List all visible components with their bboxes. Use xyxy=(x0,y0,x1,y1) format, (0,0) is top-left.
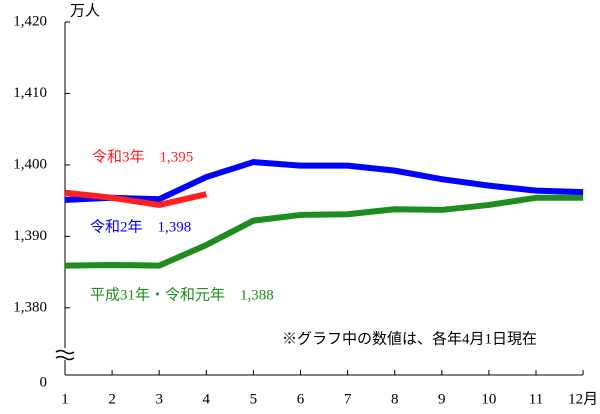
x-tick-label: 11 xyxy=(529,391,543,407)
x-tick-label: 9 xyxy=(438,391,446,407)
annotation: ※グラフ中の数値は、各年4月1日現在 xyxy=(282,330,537,347)
y-unit: 万人 xyxy=(70,2,100,19)
series-line xyxy=(64,159,584,203)
x-tick-label: 7 xyxy=(344,391,352,407)
annotation: 令和3年 1,395 xyxy=(92,148,193,165)
y-zero-label: 0 xyxy=(40,374,48,390)
y-tick-label: 1,400 xyxy=(13,156,47,172)
y-tick-label: 1,420 xyxy=(13,13,47,29)
y-tick-label: 1,410 xyxy=(13,85,47,101)
series-line xyxy=(64,194,584,269)
x-tick-label: 8 xyxy=(391,391,399,407)
axis-break xyxy=(55,348,75,361)
x-tick-label: 1 xyxy=(61,391,69,407)
annotation: 平成31年・令和元年 1,388 xyxy=(90,286,274,303)
x-tick-label: 3 xyxy=(155,391,163,407)
break-mark xyxy=(55,349,75,361)
x-tick-label: 5 xyxy=(250,391,258,407)
x-tick-label: 6 xyxy=(297,391,305,407)
annotation: 令和2年 1,398 xyxy=(90,218,191,235)
y-tick-label: 1,390 xyxy=(13,228,47,244)
series-line xyxy=(64,189,207,208)
x-tick-label: 10 xyxy=(481,391,496,407)
x-tick-label: 12月 xyxy=(568,391,598,407)
y-tick-label: 1,380 xyxy=(13,299,47,315)
x-tick-label: 2 xyxy=(108,391,116,407)
x-tick-label: 4 xyxy=(203,391,211,407)
